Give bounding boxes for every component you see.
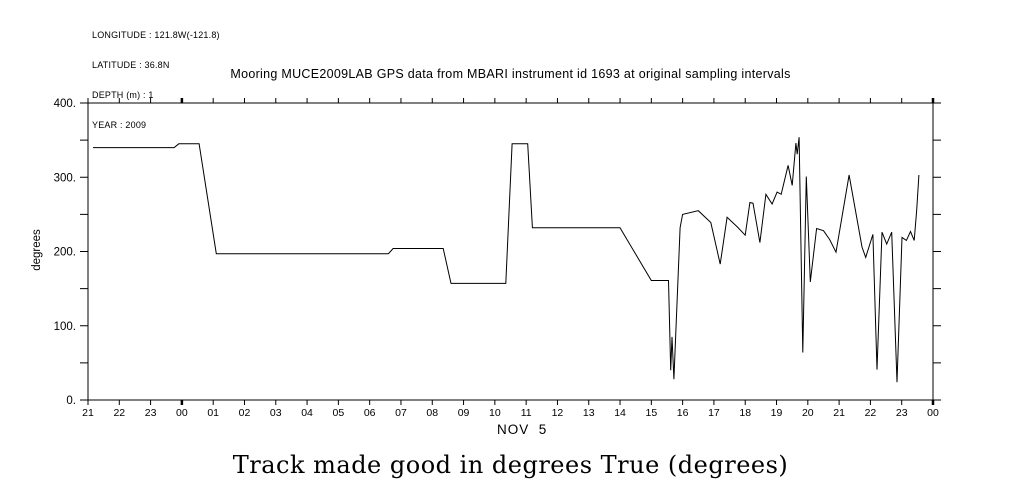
x-tick-label: 19	[771, 407, 783, 419]
x-tick-label: 03	[270, 407, 282, 419]
x-tick-label: 14	[614, 407, 626, 419]
x-tick-label: 06	[364, 407, 376, 419]
x-tick-label: 23	[145, 407, 157, 419]
x-tick-label: 17	[708, 407, 720, 419]
x-tick-label: 20	[802, 407, 814, 419]
metadata-block: LONGITUDE : 121.8W(-121.8) LATITUDE : 36…	[92, 10, 220, 150]
plot-frame	[87, 102, 934, 401]
y-tick-label: 300.	[54, 172, 76, 184]
x-tick-label: 01	[207, 407, 219, 419]
latitude-line: LATITUDE : 36.8N	[92, 60, 170, 70]
x-tick-label: 16	[677, 407, 689, 419]
x-tick-label: 07	[395, 407, 407, 419]
x-tick-label: 15	[645, 407, 657, 419]
x-tick-label: 11	[521, 407, 532, 419]
x-tick-label: 23	[896, 407, 908, 419]
track-made-good-line	[93, 137, 920, 383]
x-tick-label: 10	[489, 407, 501, 419]
y-tick-label: 0.	[66, 395, 76, 407]
x-tick-label: 22	[113, 407, 125, 419]
x-tick-label: 05	[333, 407, 345, 419]
year-line: YEAR : 2009	[92, 120, 147, 130]
figure-caption: Track made good in degrees True (degrees…	[232, 451, 789, 479]
x-tick-label: 09	[458, 407, 470, 419]
depth-line: DEPTH (m) : 1	[92, 90, 154, 100]
y-axis-label: degrees	[31, 229, 43, 271]
x-tick-label: 00	[176, 407, 188, 419]
x-axis-date-label: NOV 5	[497, 422, 548, 437]
x-tick-label: 00	[927, 407, 939, 419]
x-tick-label: 22	[865, 407, 877, 419]
x-tick-label: 13	[583, 407, 595, 419]
x-tick-label: 21	[833, 407, 845, 419]
y-tick-label: 200.	[54, 247, 76, 259]
x-tick-label: 08	[426, 407, 438, 419]
x-tick-label: 02	[239, 407, 251, 419]
x-tick-label: 04	[301, 407, 313, 419]
x-tick-label: 18	[739, 407, 751, 419]
plot-title: Mooring MUCE2009LAB GPS data from MBARI …	[230, 67, 791, 81]
x-tick-label: 12	[552, 407, 564, 419]
x-tick-label: 21	[82, 407, 94, 419]
y-tick-label: 400.	[54, 98, 76, 110]
y-tick-label: 100.	[54, 321, 76, 333]
longitude-line: LONGITUDE : 121.8W(-121.8)	[92, 30, 220, 40]
